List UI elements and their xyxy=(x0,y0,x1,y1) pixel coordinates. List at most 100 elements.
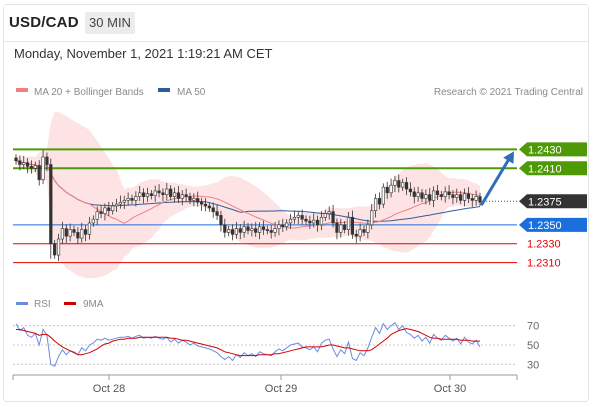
candle-body xyxy=(435,190,440,195)
candle-body xyxy=(327,211,331,214)
candle-body xyxy=(227,229,231,233)
candle-body xyxy=(68,229,72,237)
candle-body xyxy=(343,224,347,230)
candle-body xyxy=(122,200,126,203)
candle-body xyxy=(312,219,316,224)
candle-body xyxy=(223,224,227,233)
candle-body xyxy=(428,194,432,201)
candle-body xyxy=(377,198,382,205)
candle-body xyxy=(72,229,76,233)
candle-body xyxy=(203,203,208,207)
widget-frame xyxy=(3,4,589,402)
candle-body xyxy=(246,226,250,231)
candle-body xyxy=(424,194,428,199)
rsi-lines xyxy=(15,322,481,367)
candle-body xyxy=(412,191,416,197)
ma50-legend-label: MA 50 xyxy=(177,87,206,98)
candle-body xyxy=(373,198,378,212)
candle-body xyxy=(184,194,188,197)
candle-body xyxy=(176,192,181,199)
candle-body xyxy=(153,190,157,196)
level-tag-1.2375 xyxy=(519,194,587,209)
candle-body xyxy=(370,210,374,226)
ma20-legend-label: MA 20 + Bollinger Bands xyxy=(34,87,144,98)
datetime-label: Monday, November 1, 2021 1:19:21 AM CET xyxy=(14,46,273,61)
rsi-ma-legend-label: 9MA xyxy=(83,299,104,310)
candle-body xyxy=(362,229,366,233)
candle-body xyxy=(366,224,370,233)
bollinger-bands xyxy=(16,112,480,279)
candle-body xyxy=(315,219,320,226)
candle-body xyxy=(215,211,219,216)
rsi-tick-label-50: 50 xyxy=(527,340,539,352)
forecast-arrow-shaft xyxy=(480,155,512,206)
candle-body xyxy=(22,162,26,165)
candle-body xyxy=(103,207,107,214)
ma20-line xyxy=(15,160,481,229)
candle-body xyxy=(319,217,324,226)
x-tick-label: Oct 29 xyxy=(265,383,297,395)
forecast-arrow-head xyxy=(503,151,514,164)
level-label-1.2350: 1.2350 xyxy=(528,220,562,232)
candle-body xyxy=(265,229,269,231)
candle-body xyxy=(339,224,343,233)
candle-body xyxy=(250,228,254,231)
rsi-legend-label: RSI xyxy=(34,299,51,310)
candle-body xyxy=(466,193,471,199)
candle-body xyxy=(346,217,351,230)
candle-body xyxy=(269,230,273,233)
candle-body xyxy=(462,193,467,201)
candle-body xyxy=(29,166,34,169)
candle-body xyxy=(230,229,235,235)
candle-body xyxy=(145,193,150,197)
rsi-ma-legend-swatch xyxy=(64,302,76,305)
candle-body xyxy=(165,188,169,195)
rsi-legend-swatch xyxy=(16,302,28,305)
candle-body xyxy=(443,191,447,197)
candle-body xyxy=(242,226,246,233)
ma20-legend-swatch xyxy=(16,88,28,92)
timeframe-badge[interactable]: 30 MIN xyxy=(85,12,135,34)
candle-body xyxy=(207,205,211,209)
candle-body xyxy=(292,217,297,220)
candle-body xyxy=(172,192,177,197)
candle-body xyxy=(420,192,424,199)
candle-body xyxy=(118,201,122,205)
candle-body xyxy=(95,211,99,220)
candle-body xyxy=(331,211,335,224)
candle-body xyxy=(254,228,258,233)
candle-body xyxy=(234,228,239,235)
candle-body xyxy=(149,193,153,196)
candle-body xyxy=(76,232,80,239)
candle-body xyxy=(192,198,196,201)
candle-body xyxy=(60,228,64,240)
candle-body xyxy=(18,160,22,165)
rsi-grid: 70 50 30 xyxy=(13,321,539,371)
candle-body xyxy=(99,211,103,214)
candle-body xyxy=(261,226,266,230)
candle-body xyxy=(25,162,30,167)
x-tick-label: Oct 28 xyxy=(93,383,125,395)
candle-body xyxy=(385,186,389,194)
candle-body xyxy=(211,207,215,212)
candle-body xyxy=(134,196,138,201)
candle-body xyxy=(350,217,355,235)
candle-body xyxy=(354,233,358,237)
rsi-ma-line xyxy=(16,328,480,357)
candle-body xyxy=(381,186,385,205)
level-label-1.2310: 1.2310 xyxy=(527,258,561,270)
candle-body xyxy=(478,196,482,203)
candle-body xyxy=(14,157,18,162)
candle-body xyxy=(161,192,165,195)
candle-body xyxy=(439,194,443,197)
x-axis-ticks: Oct 28 Oct 29 Oct 30 xyxy=(12,375,518,395)
candle-body xyxy=(107,207,111,212)
candle-body xyxy=(80,229,84,239)
candle-body xyxy=(111,205,115,212)
symbol-label: USD/CAD xyxy=(9,14,79,31)
candle-body xyxy=(188,196,192,201)
candle-body xyxy=(455,194,459,198)
candle-body xyxy=(257,226,262,233)
price-levels xyxy=(13,148,517,264)
forecast-arrow xyxy=(480,151,514,206)
